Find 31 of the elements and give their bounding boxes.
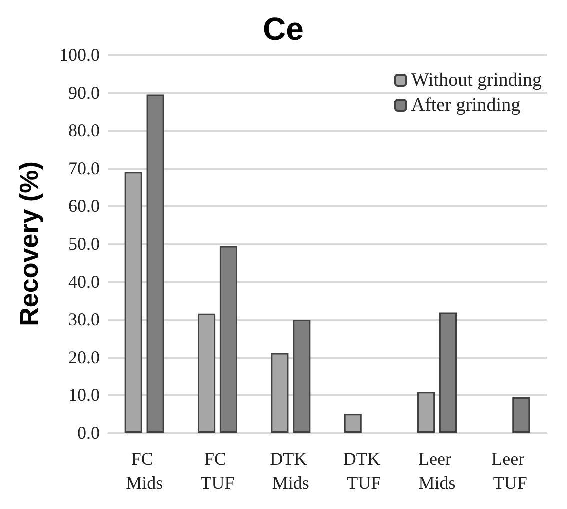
y-tick-label: 10.0 [68, 385, 100, 406]
bar [439, 312, 458, 433]
chart-title: Ce [263, 11, 304, 47]
bar [344, 414, 362, 433]
x-tick-label: Leer TUF [492, 449, 530, 493]
x-tick-label: FC TUF [200, 449, 235, 493]
bar [512, 397, 530, 433]
x-tick-label: DTK Mids [270, 449, 312, 493]
x-tick-label: Leer Mids [418, 449, 456, 493]
bar [146, 94, 164, 433]
x-tick-label: FC Mids [126, 449, 164, 493]
y-tick-label: 100.0 [60, 45, 100, 65]
y-tick-label: 60.0 [68, 196, 100, 216]
y-tick-label: 20.0 [68, 347, 100, 368]
y-axis-title: Recovery (%) [14, 162, 44, 326]
y-tick-label: 50.0 [68, 234, 100, 254]
y-tick-label: 30.0 [68, 310, 100, 330]
y-tick-label: 70.0 [68, 158, 100, 178]
bar [293, 320, 311, 433]
bar [417, 392, 436, 433]
bar [124, 172, 142, 433]
bar [198, 314, 216, 433]
y-tick-label: 40.0 [68, 272, 100, 292]
x-tick-label: DTK TUF [343, 449, 385, 493]
y-tick-label: 0.0 [78, 423, 100, 443]
bar [220, 246, 238, 433]
legend-label: After grinding [411, 95, 522, 116]
y-tick-label: 80.0 [68, 120, 100, 141]
bar [271, 353, 289, 433]
y-tick-label: 90.0 [68, 82, 100, 103]
legend-label: Without grinding [411, 70, 542, 91]
